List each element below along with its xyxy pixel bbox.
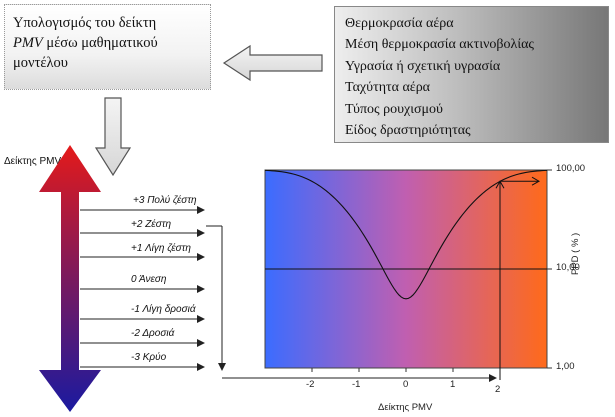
level-label-plus3: +3 Πολύ ζέστη	[133, 195, 197, 206]
level-value: -3	[131, 352, 140, 363]
pmv-scale-arrow-icon	[39, 145, 101, 412]
level-label-minus3: -3 Κρύο	[131, 352, 166, 363]
level-value: 0	[131, 274, 137, 285]
left-arrow-icon	[222, 44, 323, 82]
x-tick-label: 2	[495, 384, 501, 395]
x-tick-label: -1	[352, 379, 361, 390]
down-arrow-icon	[94, 97, 132, 177]
level-lines	[80, 206, 205, 371]
input-air-velocity: Ταχύτητα αέρα	[345, 80, 431, 96]
level-label-plus2: +2 Ζέστη	[131, 219, 171, 230]
x-tick-label: 0	[403, 379, 409, 390]
ppd-chart	[264, 169, 552, 380]
input-activity: Είδος δραστηριότητας	[345, 123, 471, 139]
y-tick-label: 100,00	[556, 163, 586, 174]
y-axis-label: PPD ( % )	[570, 232, 581, 275]
level-label-minus1: -1 Λίγη δροσιά	[131, 304, 196, 315]
level-text: Κρύο	[142, 352, 167, 363]
level-label-plus1: +1 Λίγη ζέστη	[131, 243, 191, 254]
connector-arrows	[206, 225, 497, 382]
level-label-zero: 0 Άνεση	[131, 274, 166, 285]
level-value: +1	[131, 243, 143, 254]
y-tick-label: 10,00	[556, 262, 580, 273]
level-text: Λίγη ζέστη	[145, 243, 191, 254]
pmv-calc-line3: μοντέλου	[13, 55, 68, 71]
highlight-arrowhead-right	[531, 176, 541, 186]
pmv-calc-line2: PMV μέσω μαθηματικού	[13, 33, 210, 53]
level-text: Δροσιά	[142, 328, 175, 339]
pmv-calc-line2-rest: μέσω μαθηματικού	[42, 35, 158, 51]
level-label-minus2: -2 Δροσιά	[131, 328, 174, 339]
input-clothing: Τύπος ρουχισμού	[345, 101, 443, 117]
scale-title: Δείκτης PMV	[4, 156, 62, 167]
x-tick-label: -2	[306, 379, 315, 390]
level-text: Πολύ ζέστη	[147, 195, 197, 206]
level-text: Άνεση	[138, 274, 167, 285]
level-value: -2	[131, 328, 140, 339]
x-tick-label: 1	[450, 379, 456, 390]
pmv-abbrev: PMV	[13, 35, 43, 51]
level-value: +3	[133, 195, 145, 206]
level-text: Ζέστη	[145, 219, 172, 230]
pmv-calculation-box: Υπολογισμός του δείκτη PMV μέσω μαθηματι…	[4, 4, 211, 90]
input-parameters-box: Θερμοκρασία αέρα Μέση θερμοκρασία ακτινο…	[334, 6, 609, 143]
level-value: +2	[131, 219, 143, 230]
x-axis-label: Δείκτης PMV	[378, 402, 433, 413]
input-humidity: Υγρασία ή σχετική υγρασία	[345, 58, 501, 74]
input-mean-radiant-temperature: Μέση θερμοκρασία ακτινοβολίας	[345, 37, 534, 53]
level-text: Λίγη δροσιά	[142, 304, 196, 315]
pmv-calc-line1: Υπολογισμός του δείκτη	[13, 15, 157, 31]
input-air-temperature: Θερμοκρασία αέρα	[345, 16, 454, 31]
level-value: -1	[131, 304, 140, 315]
y-tick-label: 1,00	[556, 361, 575, 372]
